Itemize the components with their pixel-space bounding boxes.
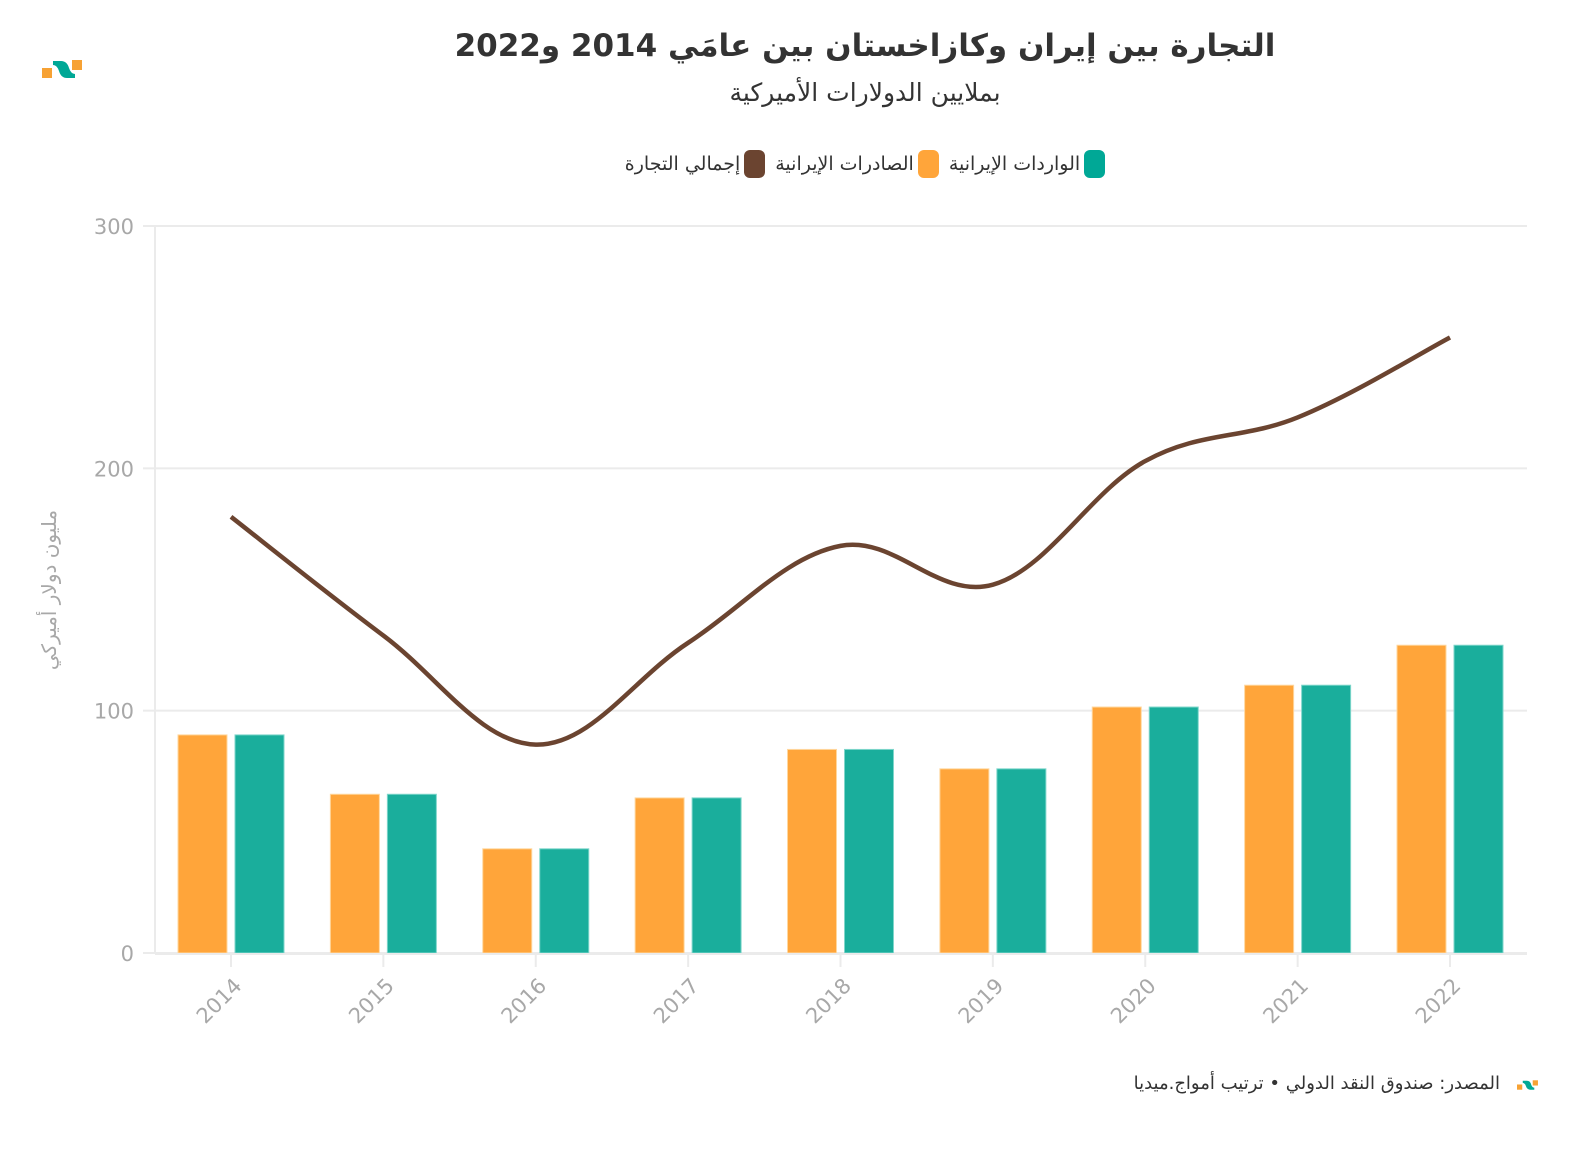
- y-tick-label: 200: [94, 457, 134, 481]
- amwaj-logo-icon: [42, 58, 84, 80]
- x-tick-label: 2018: [801, 974, 856, 1029]
- x-tick-label: 2020: [1106, 974, 1161, 1029]
- bar-exports-2020[interactable]: [1091, 706, 1142, 954]
- bar-exports-2017[interactable]: [634, 797, 685, 954]
- y-axis-label: مليون دولار أميركي: [36, 510, 62, 670]
- total-trade-line-group: [229, 335, 1452, 747]
- x-tick-label: 2014: [192, 974, 247, 1029]
- x-tick-label: 2017: [649, 974, 704, 1029]
- y-axis-ticks: 0 100 200 300: [94, 215, 155, 966]
- x-tick-label: 2015: [344, 974, 399, 1029]
- total-trade-line[interactable]: [229, 335, 1452, 747]
- legend-item-imports[interactable]: الواردات الإيرانية: [948, 150, 1106, 178]
- footer-logo-icon: [1517, 1077, 1539, 1091]
- legend-swatch-exports: [917, 150, 939, 178]
- bar-imports-2022[interactable]: [1453, 644, 1504, 954]
- bar-exports-2016[interactable]: [482, 848, 533, 954]
- bar-exports-2022[interactable]: [1396, 644, 1447, 954]
- bar-imports-2018[interactable]: [844, 748, 894, 954]
- bar-imports-2016[interactable]: [539, 848, 590, 954]
- y-tick-label: 300: [94, 215, 134, 239]
- x-axis-ticks: 2014 2015 2016 2017 2018 2019 2020 2021 2022: [155, 953, 1527, 1028]
- legend-swatch-imports: [1084, 150, 1106, 178]
- bar-imports-2020[interactable]: [1148, 706, 1199, 954]
- legend-item-total[interactable]: إجمالي التجارة: [624, 150, 766, 178]
- bar-exports-2019[interactable]: [939, 768, 990, 954]
- x-tick-label: 2022: [1411, 974, 1466, 1029]
- bar-exports-2015[interactable]: [329, 793, 380, 954]
- bar-imports-2014[interactable]: [234, 734, 285, 954]
- bar-imports-2015[interactable]: [386, 793, 437, 954]
- x-tick-label: 2019: [954, 974, 1009, 1029]
- x-tick-label: 2021: [1258, 974, 1313, 1029]
- legend-label-total: إجمالي التجارة: [624, 153, 741, 175]
- legend-label-exports: الصادرات الإيرانية: [775, 153, 914, 175]
- bar-imports-2021[interactable]: [1301, 684, 1352, 954]
- bar-exports-2014[interactable]: [177, 734, 228, 954]
- bars: [177, 644, 1504, 954]
- chart-subtitle: بملايين الدولارات الأميركية: [729, 78, 1001, 107]
- legend-item-exports[interactable]: الصادرات الإيرانية: [775, 150, 939, 178]
- y-tick-label: 0: [121, 942, 134, 966]
- legend-label-imports: الواردات الإيرانية: [948, 153, 1081, 175]
- legend: الواردات الإيرانية الصادرات الإيرانية إج…: [300, 150, 1430, 178]
- bar-imports-2017[interactable]: [691, 797, 742, 954]
- x-tick-label: 2016: [497, 974, 552, 1029]
- y-tick-label: 100: [94, 700, 134, 724]
- source-footer: المصدر: صندوق النقد الدولي • ترتيب أمواج…: [1133, 1073, 1500, 1094]
- bar-exports-2021[interactable]: [1244, 684, 1295, 954]
- legend-swatch-total: [744, 150, 766, 178]
- bar-exports-2018[interactable]: [787, 748, 837, 954]
- chart-title: التجارة بين إيران وكازاخستان بين عامَي 2…: [454, 28, 1276, 64]
- bar-imports-2019[interactable]: [996, 768, 1047, 954]
